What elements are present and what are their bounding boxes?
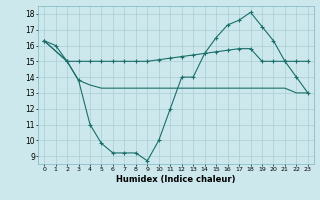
X-axis label: Humidex (Indice chaleur): Humidex (Indice chaleur)	[116, 175, 236, 184]
